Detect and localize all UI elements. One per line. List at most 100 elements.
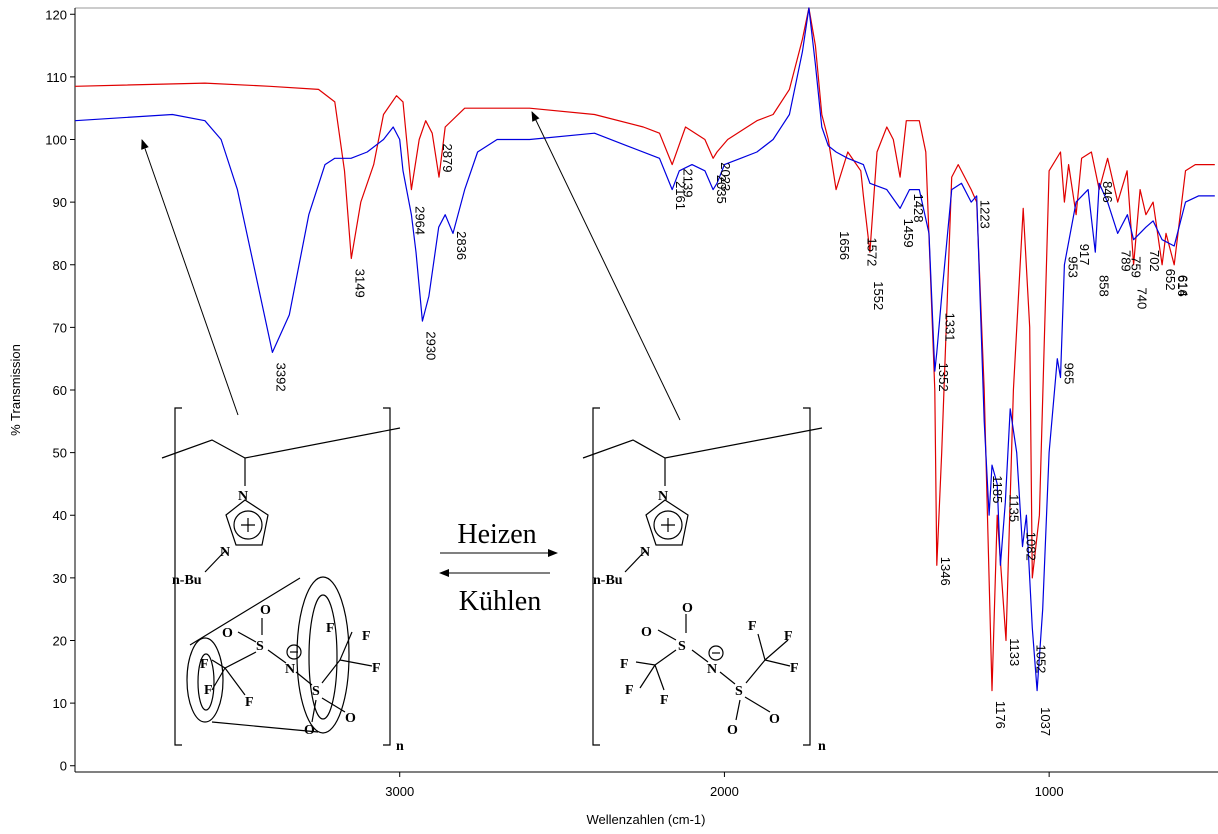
atom-label: F [748, 619, 757, 634]
y-tick-label: 80 [53, 258, 67, 273]
peak-label: 1459 [901, 219, 916, 248]
atom-label: O [682, 601, 693, 616]
atom-label: N [285, 662, 295, 677]
atom-label: S [256, 639, 264, 654]
peak-label: 2836 [454, 231, 469, 260]
atom-label: F [362, 629, 371, 644]
peak-label: 1185 [990, 475, 1005, 503]
peak-label: 2930 [423, 331, 438, 360]
peak-label: 2879 [440, 144, 455, 173]
peak-label: 1135 [1006, 494, 1021, 522]
peak-label: 1656 [837, 231, 852, 260]
peak-label: 1552 [871, 281, 886, 310]
peak-label: 3392 [273, 363, 288, 392]
peak-label: 789 [1119, 250, 1134, 272]
y-tick-label: 0 [60, 759, 67, 774]
x-tick-label: 3000 [385, 784, 414, 799]
peak-label: 702 [1147, 250, 1162, 272]
peak-label: 1133 [1007, 638, 1022, 666]
y-tick-label: 20 [53, 633, 67, 648]
atom-label: O [727, 723, 738, 738]
peak-label: 1331 [943, 313, 958, 342]
peak-label: 965 [1062, 363, 1077, 385]
atom-label: F [326, 621, 335, 636]
atom-label: O [345, 711, 356, 726]
pointer-arrow [141, 139, 239, 416]
atom-label: n-Bu [172, 573, 202, 588]
atom-label: N [220, 545, 230, 560]
y-tick-label: 40 [53, 508, 67, 523]
peak-label: 1082 [1024, 532, 1039, 561]
peak-label: 2964 [412, 206, 427, 235]
atom-label: S [312, 684, 320, 699]
peak-label: 1352 [936, 363, 951, 392]
x-axis-label: Wellenzahlen (cm-1) [587, 812, 706, 827]
atom-label: N [658, 489, 668, 504]
peak-label: 858 [1096, 275, 1111, 297]
reaction-label: Heizen [457, 519, 536, 550]
atom-label: F [204, 683, 213, 698]
y-tick-label: 60 [53, 383, 67, 398]
peak-label: 846 [1100, 181, 1115, 203]
y-tick-label: 100 [45, 133, 67, 148]
peak-label: 2035 [714, 175, 729, 204]
spectrum-line [74, 7, 1215, 692]
peak-label: 616 [1175, 275, 1190, 297]
peak-label: 1572 [864, 237, 879, 266]
pointer-arrow [531, 111, 681, 421]
atom-label: S [678, 639, 686, 654]
x-tick-label: 2000 [710, 784, 739, 799]
atom-label: F [372, 661, 381, 676]
peak-label: 2161 [673, 181, 688, 210]
plot-area: 0 10 20 30 40 50 60 70 80 90 100 110 120 3000 2000 1000… [45, 7, 1215, 799]
y-tick-label: 50 [53, 446, 67, 461]
peak-label: 740 [1135, 288, 1150, 310]
peak-label: 1176 [993, 701, 1008, 729]
atom-label: O [260, 603, 271, 618]
peak-label: 1037 [1038, 707, 1053, 736]
peak-label: 759 [1128, 256, 1143, 278]
atom-label: F [790, 661, 799, 676]
structure-left: N N n-Bu O O S N F F F S O O F F F n [161, 407, 404, 754]
reaction-label: Kühlen [459, 586, 541, 617]
spectrum-line [74, 7, 1215, 692]
atom-label: O [222, 626, 233, 641]
atom-label: n-Bu [593, 573, 623, 588]
x-tick-label: 1000 [1035, 784, 1064, 799]
atom-label: S [735, 684, 743, 699]
atom-label: F [620, 657, 629, 672]
repeat-label: n [818, 739, 826, 754]
peak-label: 953 [1065, 256, 1080, 278]
peak-label: 1428 [911, 194, 926, 223]
structure-right: N N n-Bu O O S N F F F S O O F F F n [582, 407, 826, 754]
y-tick-label: 110 [46, 70, 67, 85]
atom-label: O [641, 625, 652, 640]
atom-label: O [304, 723, 315, 738]
peak-label: 614 [1175, 275, 1190, 297]
y-tick-label: 90 [53, 195, 67, 210]
y-tick-label: 70 [53, 320, 67, 335]
peak-label: 2139 [680, 169, 695, 198]
atom-label: N [707, 662, 717, 677]
atom-label: N [238, 489, 248, 504]
y-tick-label: 10 [53, 696, 67, 711]
atom-label: O [769, 712, 780, 727]
reaction: Heizen Kühlen [439, 519, 558, 617]
peak-label: 2023 [718, 162, 733, 191]
peak-label: 917 [1077, 244, 1092, 266]
peak-label: 1052 [1033, 644, 1048, 673]
peak-label: 3149 [352, 269, 367, 298]
peak-label: 652 [1163, 269, 1178, 291]
atom-label: F [660, 693, 669, 708]
repeat-label: n [396, 739, 404, 754]
y-tick-label: 30 [53, 571, 67, 586]
atom-label: N [640, 545, 650, 560]
atom-label: F [200, 657, 209, 672]
atom-label: F [784, 629, 793, 644]
y-axis-label: % Transmission [8, 344, 23, 436]
atom-label: F [625, 683, 634, 698]
y-tick-label: 120 [45, 7, 67, 22]
atom-label: F [245, 695, 254, 710]
peak-label: 1223 [978, 200, 993, 229]
